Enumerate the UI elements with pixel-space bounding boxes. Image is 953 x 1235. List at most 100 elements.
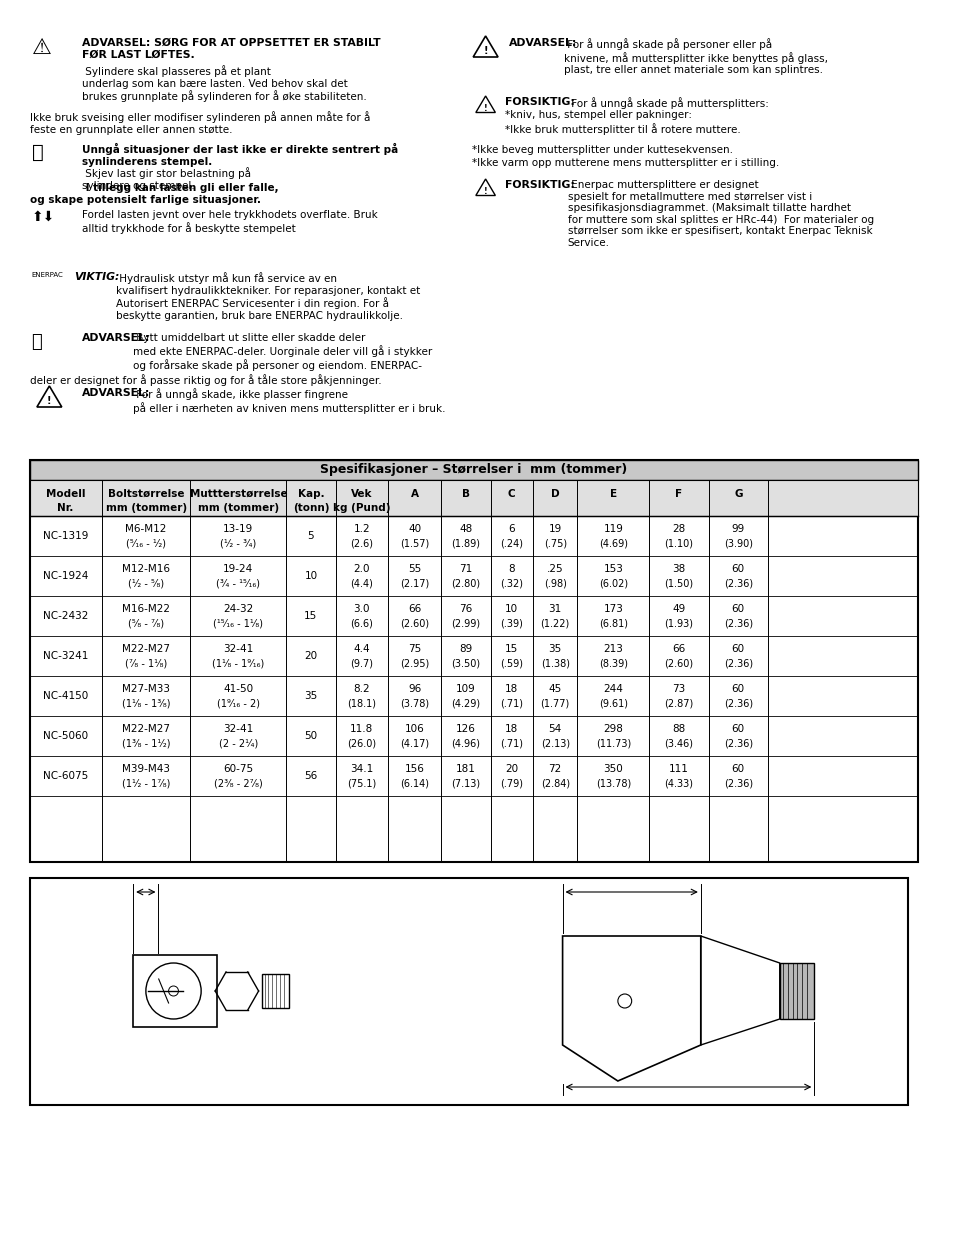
Text: 111: 111	[668, 764, 688, 774]
Text: (4.4): (4.4)	[350, 578, 373, 588]
Text: (2 - 2¹⁄₄): (2 - 2¹⁄₄)	[218, 739, 257, 748]
Text: M6-M12: M6-M12	[125, 524, 167, 534]
Text: 34.1: 34.1	[350, 764, 373, 774]
Text: Sylindere skal plasseres på et plant
underlag som kan bære lasten. Ved behov ska: Sylindere skal plasseres på et plant und…	[82, 65, 366, 103]
Text: 60: 60	[731, 764, 744, 774]
Text: (26.0): (26.0)	[347, 739, 375, 748]
Text: (⁷⁄₈ - 1¹⁄₈): (⁷⁄₈ - 1¹⁄₈)	[125, 658, 167, 668]
Text: B: B	[461, 489, 470, 499]
Text: 66: 66	[408, 604, 420, 614]
Text: (6.6): (6.6)	[350, 618, 373, 629]
Text: 18: 18	[504, 724, 517, 734]
Text: 48: 48	[458, 524, 472, 534]
Text: (.71): (.71)	[499, 698, 522, 708]
Text: Nr.: Nr.	[57, 503, 73, 513]
Text: (1.93): (1.93)	[664, 618, 693, 629]
Text: Fordel lasten jevnt over hele trykkhodets overflate. Bruk
alltid trykkhode for å: Fordel lasten jevnt over hele trykkhodet…	[82, 210, 377, 233]
Text: (2.36): (2.36)	[723, 698, 752, 708]
Text: (1¹⁄₂ - 1⁷⁄₈): (1¹⁄₂ - 1⁷⁄₈)	[122, 778, 170, 788]
Text: 19-24: 19-24	[223, 564, 253, 574]
Text: (2.60): (2.60)	[664, 658, 693, 668]
Text: M12-M16: M12-M16	[122, 564, 170, 574]
Text: !: !	[483, 186, 487, 195]
Text: (1.22): (1.22)	[540, 618, 569, 629]
Text: 15: 15	[504, 643, 517, 655]
Text: 60-75: 60-75	[223, 764, 253, 774]
Text: (2.80): (2.80)	[451, 578, 480, 588]
Text: 119: 119	[603, 524, 622, 534]
Text: (2.60): (2.60)	[399, 618, 429, 629]
Text: NC-1924: NC-1924	[43, 571, 89, 580]
Text: 28: 28	[672, 524, 685, 534]
Text: For å unngå skade på muttersplitters:: For å unngå skade på muttersplitters:	[567, 98, 767, 109]
Text: 40: 40	[408, 524, 420, 534]
Text: 56: 56	[304, 771, 317, 781]
Bar	[30, 480, 917, 516]
Text: Hydraulisk utstyr må kun få service av en
kvalifisert hydraulikktekniker. For re: Hydraulisk utstyr må kun få service av e…	[116, 272, 420, 321]
Text: G: G	[733, 489, 741, 499]
Text: (.79): (.79)	[499, 778, 522, 788]
Bar	[133, 955, 217, 1028]
Text: (8.39): (8.39)	[598, 658, 627, 668]
Text: (1¹⁄₈ - 1³⁄₈): (1¹⁄₈ - 1³⁄₈)	[122, 698, 171, 708]
Text: 3.0: 3.0	[354, 604, 370, 614]
Text: og skape potensielt farlige situasjoner.: og skape potensielt farlige situasjoner.	[30, 195, 260, 205]
Text: 24-32: 24-32	[223, 604, 253, 614]
Text: NC-5060: NC-5060	[43, 731, 88, 741]
Text: ⚠: ⚠	[31, 38, 51, 58]
Text: !: !	[47, 396, 51, 406]
Text: (2.87): (2.87)	[663, 698, 693, 708]
Text: 88: 88	[672, 724, 685, 734]
Text: 99: 99	[731, 524, 744, 534]
Text: (4.69): (4.69)	[598, 538, 627, 548]
Text: (11.73): (11.73)	[596, 739, 630, 748]
Text: 35: 35	[304, 692, 317, 701]
Text: (2.6): (2.6)	[350, 538, 373, 548]
Text: mm (tommer): mm (tommer)	[106, 503, 187, 513]
Text: 60: 60	[731, 604, 744, 614]
Text: NC-3241: NC-3241	[43, 651, 89, 661]
Text: 126: 126	[456, 724, 476, 734]
Bar	[30, 459, 917, 862]
Text: 350: 350	[603, 764, 622, 774]
Text: 60: 60	[731, 724, 744, 734]
Text: NC-6075: NC-6075	[43, 771, 89, 781]
Text: 173: 173	[603, 604, 622, 614]
Text: 11.8: 11.8	[350, 724, 373, 734]
Text: 66: 66	[672, 643, 685, 655]
Text: 73: 73	[672, 684, 685, 694]
Text: (2.17): (2.17)	[399, 578, 429, 588]
Text: 72: 72	[548, 764, 561, 774]
Text: (1.89): (1.89)	[451, 538, 480, 548]
Text: (2.84): (2.84)	[540, 778, 569, 788]
Text: M22-M27: M22-M27	[122, 643, 170, 655]
Text: (3.46): (3.46)	[664, 739, 693, 748]
Text: FORSIKTIG:: FORSIKTIG:	[505, 98, 575, 107]
Text: (2.36): (2.36)	[723, 739, 752, 748]
Text: C: C	[507, 489, 515, 499]
Text: (.98): (.98)	[543, 578, 566, 588]
Text: 10: 10	[505, 604, 517, 614]
Text: Vek: Vek	[351, 489, 372, 499]
Text: 106: 106	[404, 724, 424, 734]
Text: 8: 8	[508, 564, 515, 574]
Text: (⁵⁄₁₆ - ¹⁄₂): (⁵⁄₁₆ - ¹⁄₂)	[126, 538, 166, 548]
Text: (⁵⁄₈ - ⁷⁄₈): (⁵⁄₈ - ⁷⁄₈)	[128, 618, 164, 629]
Text: (2³⁄₈ - 2⁷⁄₈): (2³⁄₈ - 2⁷⁄₈)	[213, 778, 262, 788]
Text: F: F	[675, 489, 682, 499]
Text: (9.61): (9.61)	[598, 698, 627, 708]
Text: (¹⁵⁄₁₆ - 1¹⁄₈): (¹⁵⁄₁₆ - 1¹⁄₈)	[213, 618, 263, 629]
Text: 5: 5	[307, 531, 314, 541]
Text: *Ikke bruk muttersplitter til å rotere muttere.: *Ikke bruk muttersplitter til å rotere m…	[505, 124, 740, 135]
Text: VIKTIG:: VIKTIG:	[74, 272, 119, 282]
Text: (4.96): (4.96)	[451, 739, 480, 748]
Text: (9.7): (9.7)	[350, 658, 373, 668]
Text: 19: 19	[548, 524, 561, 534]
Text: 🚶: 🚶	[31, 333, 42, 351]
Text: 76: 76	[458, 604, 472, 614]
Text: (2.95): (2.95)	[399, 658, 429, 668]
Text: 8.2: 8.2	[353, 684, 370, 694]
Text: M22-M27: M22-M27	[122, 724, 170, 734]
Text: 4.4: 4.4	[353, 643, 370, 655]
Text: *Ikke varm opp mutterene mens muttersplitter er i stilling.: *Ikke varm opp mutterene mens mutterspli…	[472, 158, 779, 168]
